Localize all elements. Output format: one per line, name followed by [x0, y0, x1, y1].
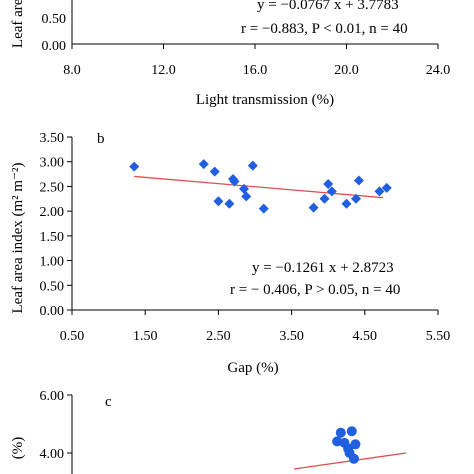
panel-a-x-tick-label: 8.0	[63, 63, 81, 78]
panel-b-data-point	[209, 166, 220, 177]
panel-b-data-point	[341, 198, 352, 209]
panel-a-ytick: 0.00	[42, 39, 67, 54]
panel-b-data-point	[224, 198, 235, 209]
panel-b-y-tick-label: 0.50	[40, 279, 65, 294]
panel-a-x-tick-label: 12.0	[151, 63, 176, 78]
panel-b-y-tick-label: 2.50	[40, 180, 65, 195]
panel-b-data-point	[351, 193, 362, 204]
panel-a-xlabel: Light transmission (%)	[196, 92, 334, 108]
panel-b-stats: r = − 0.406, P > 0.05, n = 40	[230, 282, 400, 298]
panel-b-trend-line	[134, 175, 384, 199]
panel-b-data-point	[326, 186, 337, 197]
panel-c-ylabel: (%)	[10, 437, 26, 460]
panel-c-points	[332, 426, 361, 464]
panel-b-letter: b	[97, 131, 105, 147]
panel-b-x-tick-label: 1.50	[133, 329, 158, 344]
panel-a-ytick: 0.50	[42, 12, 67, 27]
panel-b-x-tick-label: 0.50	[60, 329, 85, 344]
panel-b-ylabel: Leaf area index (m² m⁻²)	[10, 162, 26, 313]
panel-b-data-point	[323, 178, 334, 189]
panel-b-data-point	[319, 193, 330, 204]
panel-b-x-tick-label: 4.50	[353, 329, 378, 344]
panel-b-data-point	[258, 203, 269, 214]
panel-a-x-tick-label: 20.0	[334, 63, 359, 78]
panel-a-x-tick-label: 24.0	[426, 63, 451, 78]
panel-b-data-point	[198, 159, 209, 170]
panel-b-data-point	[229, 176, 240, 187]
panel-b-y-ticks: 0.00 0.50 1.00 1.50 2.00 2.50 3.00 3.50	[40, 131, 72, 319]
panel-b-xlabel: Gap (%)	[227, 360, 278, 376]
panel-b-x-tick-label: 3.50	[279, 329, 304, 344]
panel-c-y-ticks: 6.00 4.00	[40, 389, 72, 462]
panel-b-points	[129, 159, 392, 214]
panel-b-equation: y = −0.1261 x + 2.8723	[252, 260, 394, 276]
panel-c-data-point	[335, 427, 346, 438]
panel-c-data-point	[346, 426, 357, 437]
panel-a-x-tick-label: 16.0	[243, 63, 268, 78]
panel-b-data-point	[213, 196, 224, 207]
panel-b-y-tick-label: 1.50	[40, 230, 65, 245]
panel-c-y-tick-label: 4.00	[40, 447, 65, 462]
panel-c: (%) 6.00 4.00 c	[10, 389, 407, 474]
panel-b-data-point	[308, 202, 319, 213]
panel-a-equation: y = −0.0767 x + 3.7783	[257, 0, 399, 13]
panel-b-data-point	[374, 186, 385, 197]
panel-a-ylabel: Leaf area	[10, 0, 26, 48]
panel-c-data-point	[350, 439, 361, 450]
panel-b: Leaf area index (m² m⁻²) 0.00 0.50 1.00 1.5…	[10, 131, 450, 376]
panel-b-data-point	[239, 183, 250, 194]
panel-b-y-tick-label: 3.00	[40, 156, 65, 171]
panel-c-data-point	[348, 453, 359, 464]
panel-b-y-tick-label: 3.50	[40, 131, 65, 146]
panel-b-data-point	[241, 191, 252, 202]
panel-b-data-point	[129, 161, 140, 172]
panel-c-y-tick-label: 6.00	[40, 389, 65, 404]
panel-b-y-tick-label: 1.00	[40, 255, 65, 270]
panel-b-y-tick-label: 0.00	[40, 304, 65, 319]
panel-b-data-point	[353, 175, 364, 186]
panel-b-x-ticks: 0.50 1.50 2.50 3.50 4.50 5.50	[60, 310, 451, 344]
panel-b-y-tick-label: 2.00	[40, 205, 65, 220]
panel-b-x-tick-label: 5.50	[426, 329, 451, 344]
panel-a: Leaf area 0.50 0.00 8.0 12.0 16.0 20.0 24.0 …	[10, 0, 450, 108]
panel-b-data-point	[247, 160, 258, 171]
panel-b-data-point	[381, 182, 392, 193]
panel-a-stats: r = −0.883, P < 0.01, n = 40	[241, 21, 408, 37]
panel-c-letter: c	[105, 394, 112, 410]
panel-a-x-ticks: 8.0 12.0 16.0 20.0 24.0	[63, 44, 450, 78]
panel-b-x-tick-label: 2.50	[206, 329, 231, 344]
